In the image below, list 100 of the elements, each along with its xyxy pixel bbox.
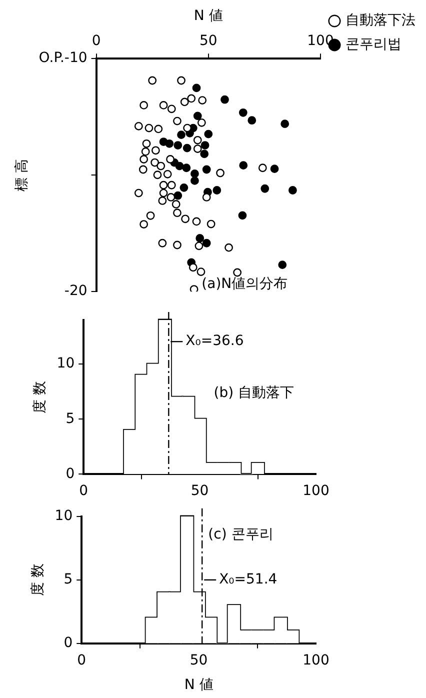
point xyxy=(150,158,159,167)
point xyxy=(220,95,229,104)
x-axis-title: N 値 xyxy=(194,8,223,24)
point xyxy=(165,139,174,148)
point xyxy=(142,139,151,148)
x-axis-title: N 値 xyxy=(184,677,214,694)
y-axis-title: 度 数 xyxy=(30,564,46,596)
y-axis-title: 度 数 xyxy=(32,380,48,414)
point xyxy=(159,101,168,110)
x-tick-label: 50 xyxy=(190,652,208,668)
point xyxy=(146,211,155,220)
y-tick-label: 5 xyxy=(66,410,75,427)
point xyxy=(216,168,224,178)
x-tick-label: 100 xyxy=(302,652,330,668)
point xyxy=(167,104,176,114)
point xyxy=(153,170,162,180)
ref-line-label: X₀=51.4 xyxy=(219,572,278,588)
point xyxy=(197,118,206,127)
y-tick-label: 5 xyxy=(64,572,73,588)
point xyxy=(187,94,196,103)
point xyxy=(174,191,182,200)
point xyxy=(200,150,209,158)
point xyxy=(140,220,148,228)
point xyxy=(248,116,256,125)
point xyxy=(239,161,248,170)
point xyxy=(260,184,270,193)
point xyxy=(188,263,198,272)
point xyxy=(192,84,201,92)
point xyxy=(158,196,167,205)
point xyxy=(193,144,202,153)
point xyxy=(158,238,167,248)
point xyxy=(180,98,189,106)
point xyxy=(192,217,201,226)
point xyxy=(182,144,192,152)
point xyxy=(173,116,182,126)
point xyxy=(166,193,176,202)
point xyxy=(224,243,233,252)
point xyxy=(190,285,198,292)
point xyxy=(159,180,168,190)
point xyxy=(190,176,199,185)
point xyxy=(288,186,297,194)
point xyxy=(193,136,202,144)
y-tick-label: 0 xyxy=(66,466,75,482)
point xyxy=(238,108,248,117)
point xyxy=(204,130,213,138)
point xyxy=(206,220,216,228)
legend-label: 自動落下法 xyxy=(346,12,416,29)
y-tick-label: 10 xyxy=(56,356,75,372)
point xyxy=(141,147,150,156)
point xyxy=(140,101,148,110)
point xyxy=(278,260,287,270)
point xyxy=(181,214,190,224)
y-axis-title: 標 高 xyxy=(14,158,30,192)
point xyxy=(173,208,182,218)
point xyxy=(144,124,154,132)
point xyxy=(173,240,182,250)
point xyxy=(280,120,290,128)
point xyxy=(212,186,222,194)
point xyxy=(172,200,180,208)
point xyxy=(202,165,211,174)
y-tick-label: 0 xyxy=(64,635,73,652)
point xyxy=(163,170,172,178)
point xyxy=(159,188,168,198)
point xyxy=(177,76,186,85)
x-tick-label: 0 xyxy=(92,32,101,49)
point xyxy=(190,170,199,178)
legend-label: 콘푸리법 xyxy=(346,36,402,53)
point xyxy=(238,211,247,220)
annotation: (b) 自動落下 xyxy=(214,384,294,401)
point xyxy=(233,268,242,277)
x-tick-label: 100 xyxy=(302,483,330,500)
point xyxy=(134,122,143,130)
point xyxy=(258,164,267,172)
annotation: (a)N値의分布 xyxy=(202,276,288,292)
ref-line-label: X₀=36.6 xyxy=(186,333,244,350)
point xyxy=(202,193,211,202)
point xyxy=(182,164,191,172)
x-tick-label: 50 xyxy=(190,483,209,500)
point xyxy=(167,180,176,190)
x-tick-label: 50 xyxy=(199,32,218,49)
point xyxy=(270,164,279,174)
point xyxy=(174,141,182,150)
point xyxy=(196,268,206,276)
point xyxy=(180,183,188,192)
point xyxy=(177,130,186,139)
point xyxy=(138,165,148,174)
annotation: (c) 콘푸리 xyxy=(208,526,274,542)
point xyxy=(152,146,160,155)
point xyxy=(175,162,184,170)
y-tick-label: O.P.-10 xyxy=(38,50,88,66)
point xyxy=(194,242,204,250)
point xyxy=(193,112,202,120)
point xyxy=(200,141,210,150)
y-tick-label: 10 xyxy=(54,508,73,524)
point xyxy=(202,238,211,248)
point xyxy=(148,76,157,85)
point xyxy=(154,124,163,134)
point xyxy=(156,162,166,170)
point xyxy=(198,96,207,105)
point xyxy=(140,155,148,164)
